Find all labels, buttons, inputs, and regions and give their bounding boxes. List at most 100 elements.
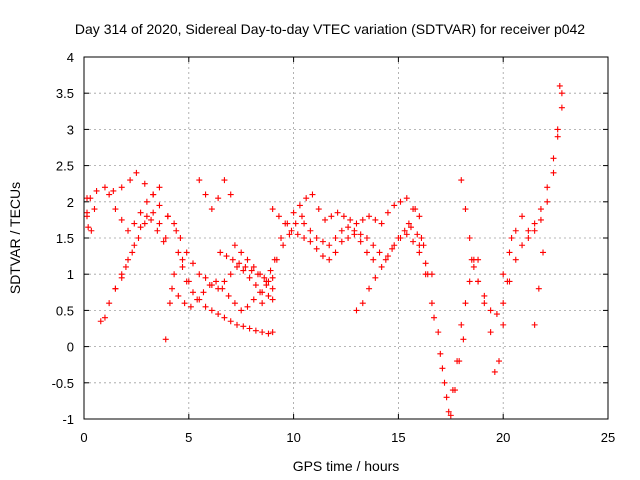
data-point — [550, 169, 557, 176]
data-point — [156, 202, 163, 209]
x-tick-label: 0 — [80, 430, 87, 445]
data-point — [500, 300, 507, 307]
series-track-6 — [162, 249, 276, 343]
series-track-5 — [112, 216, 167, 292]
data-point — [141, 220, 148, 227]
data-point — [88, 227, 95, 234]
data-point — [234, 321, 241, 328]
data-point — [85, 224, 92, 231]
data-point — [259, 329, 266, 336]
y-tick-label: 1.5 — [56, 231, 74, 246]
data-point — [445, 408, 452, 415]
data-point — [202, 303, 209, 310]
data-point — [525, 227, 532, 234]
data-point — [410, 238, 417, 245]
series-track-12 — [269, 206, 377, 263]
data-point — [359, 216, 366, 223]
data-point — [338, 227, 345, 234]
data-point — [391, 202, 398, 209]
data-point — [171, 220, 178, 227]
data-point — [129, 249, 136, 256]
chart-title: Day 314 of 2020, Sidereal Day-to-day VTE… — [75, 21, 585, 37]
y-tick-label: -0.5 — [52, 376, 74, 391]
y-tick-label: 2.5 — [56, 159, 74, 174]
data-point — [307, 238, 314, 245]
data-point — [357, 231, 364, 238]
data-point — [242, 263, 249, 270]
data-point — [412, 206, 419, 213]
data-point — [372, 216, 379, 223]
data-point — [196, 177, 203, 184]
data-point — [554, 133, 561, 140]
series-track-16 — [416, 242, 467, 419]
y-tick-label: 0.5 — [56, 303, 74, 318]
data-point — [106, 191, 113, 198]
data-point — [481, 292, 488, 299]
data-point — [334, 209, 341, 216]
data-point — [537, 206, 544, 213]
data-point — [558, 104, 565, 111]
data-point — [540, 249, 547, 256]
data-point — [544, 198, 551, 205]
data-point — [179, 256, 186, 263]
data-point — [164, 213, 171, 220]
data-point — [370, 256, 377, 263]
data-point — [414, 231, 421, 238]
series-track-8 — [169, 274, 276, 314]
data-point — [531, 220, 538, 227]
data-points — [84, 82, 565, 419]
y-tick-label: 0 — [67, 340, 74, 355]
data-point — [460, 336, 467, 343]
grid-lines — [84, 57, 608, 419]
data-point — [345, 224, 352, 231]
data-point — [407, 224, 414, 231]
data-point — [384, 209, 391, 216]
x-tick-label: 25 — [601, 430, 615, 445]
data-point — [221, 177, 228, 184]
data-point — [298, 213, 305, 220]
data-point — [202, 191, 209, 198]
x-tick-label: 10 — [286, 430, 300, 445]
data-point — [456, 358, 463, 365]
data-point — [252, 327, 259, 334]
data-point — [382, 256, 389, 263]
data-point — [531, 321, 538, 328]
data-point — [156, 220, 163, 227]
data-point — [118, 216, 125, 223]
data-point — [160, 238, 167, 245]
y-tick-label: 3 — [67, 122, 74, 137]
data-point — [101, 184, 108, 191]
data-point — [294, 231, 301, 238]
data-point — [493, 311, 500, 318]
data-point — [267, 267, 274, 274]
data-point — [313, 245, 320, 252]
data-point — [162, 235, 169, 241]
data-point — [215, 195, 222, 202]
data-point — [506, 249, 513, 256]
data-point — [315, 206, 322, 213]
data-point — [175, 249, 182, 256]
data-point — [363, 235, 370, 241]
x-tick-label: 15 — [391, 430, 405, 445]
data-point — [150, 209, 157, 216]
data-point — [175, 292, 182, 299]
data-point — [261, 274, 268, 281]
series-track-2 — [84, 195, 98, 234]
data-point — [91, 206, 98, 213]
data-point — [148, 216, 155, 223]
data-point — [422, 271, 429, 278]
data-point — [466, 235, 473, 241]
data-point — [106, 300, 113, 307]
data-point — [366, 285, 373, 292]
data-point — [487, 307, 494, 314]
data-point — [519, 213, 526, 220]
data-point — [208, 307, 215, 314]
data-point — [506, 278, 513, 285]
data-point — [416, 213, 423, 220]
data-point — [296, 202, 303, 209]
data-point — [537, 216, 544, 223]
data-point — [416, 249, 423, 256]
data-point — [397, 198, 404, 205]
data-point — [225, 292, 232, 299]
